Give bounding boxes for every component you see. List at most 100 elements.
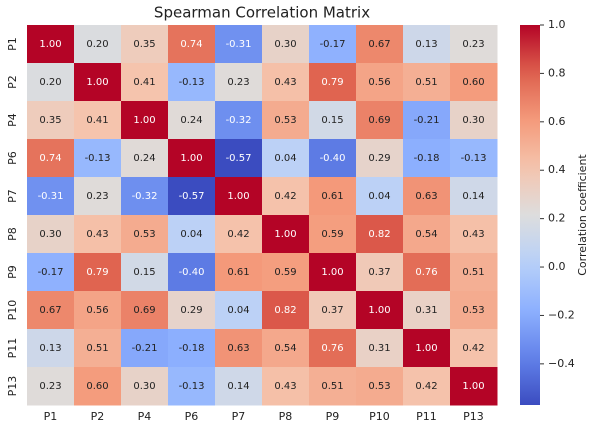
heatmap-cell: [168, 25, 216, 64]
heatmap-cell: [215, 101, 263, 140]
heatmap-cell: [74, 367, 122, 406]
heatmap-cell: [74, 177, 122, 216]
cell-label: -0.31: [226, 39, 252, 50]
cell-label: 1.00: [227, 191, 249, 202]
heatmap-cell: [74, 329, 122, 368]
heatmap-cell: [450, 101, 498, 140]
heatmap-cell: [215, 215, 263, 254]
heatmap-cell: [121, 329, 169, 368]
cell-label: -0.13: [461, 153, 487, 164]
cell-label: -0.32: [132, 191, 158, 202]
cell-label: 0.24: [133, 153, 155, 164]
cell-label: 0.63: [227, 343, 249, 354]
heatmap-cell: [450, 25, 498, 64]
heatmap-cell: [262, 291, 310, 330]
heatmap-cell: [309, 253, 357, 292]
heatmap-cell: [262, 139, 310, 178]
heatmap-cell: [309, 367, 357, 406]
cell-label: 0.42: [227, 229, 249, 240]
heatmap-cell: [450, 63, 498, 102]
cell-label: 0.23: [462, 39, 484, 50]
x-tick-label: P10: [369, 410, 390, 423]
heatmap-cell: [403, 177, 451, 216]
cell-label: 0.51: [415, 77, 437, 88]
heatmap-cell: [450, 329, 498, 368]
heatmap-cell: [309, 291, 357, 330]
heatmap-cell: [356, 367, 404, 406]
heatmap-cell: [215, 329, 263, 368]
cell-label: 0.30: [462, 115, 484, 126]
cell-label: 1.00: [180, 153, 202, 164]
x-tick-label: P2: [91, 410, 105, 423]
heatmap-cell: [74, 215, 122, 254]
x-tick-label: P8: [279, 410, 293, 423]
cell-label: 0.56: [368, 77, 390, 88]
heatmap-cell: [309, 139, 357, 178]
heatmap-cell: [168, 63, 216, 102]
heatmap-cell: [356, 139, 404, 178]
cell-label: 0.42: [274, 191, 296, 202]
cell-label: 0.29: [180, 305, 202, 316]
y-tick-label: P8: [6, 227, 19, 241]
heatmap-cell: [168, 177, 216, 216]
x-tick-label: P13: [463, 410, 484, 423]
cell-label: 1.00: [462, 381, 484, 392]
cell-label: 0.43: [462, 229, 484, 240]
heatmap-cell: [262, 25, 310, 64]
heatmap-cell: [450, 291, 498, 330]
x-tick-label: P11: [416, 410, 437, 423]
cell-label: 0.13: [39, 343, 61, 354]
heatmap-cell: [74, 101, 122, 140]
heatmap-cell: [215, 63, 263, 102]
cell-label: 0.59: [274, 267, 296, 278]
cell-label: 1.00: [133, 115, 155, 126]
heatmap-cell: [309, 329, 357, 368]
heatmap-cell: [215, 177, 263, 216]
cell-label: 0.30: [39, 229, 61, 240]
heatmap-cell: [403, 367, 451, 406]
heatmap-cell: [121, 25, 169, 64]
y-tick-label: P11: [6, 338, 19, 359]
cell-label: -0.13: [85, 153, 111, 164]
cell-label: 0.53: [368, 381, 390, 392]
cell-label: 0.43: [274, 77, 296, 88]
y-tick-label: P7: [6, 189, 19, 203]
x-tick-label: P1: [44, 410, 58, 423]
heatmap-cell: [74, 63, 122, 102]
heatmap-cell: [403, 101, 451, 140]
heatmap-cell: [168, 101, 216, 140]
cell-label: 0.79: [86, 267, 108, 278]
y-tick-label: P4: [6, 113, 19, 127]
heatmap-cell: [121, 177, 169, 216]
heatmap-cell: [27, 215, 75, 254]
cell-label: 0.54: [415, 229, 437, 240]
y-tick-label: P1: [6, 37, 19, 51]
heatmap-cell: [356, 291, 404, 330]
cell-label: 0.23: [227, 77, 249, 88]
heatmap-cell: [403, 215, 451, 254]
heatmap-cell: [403, 291, 451, 330]
x-tick-label: P6: [185, 410, 199, 423]
cell-label: 0.04: [274, 153, 296, 164]
cell-label: 0.69: [133, 305, 155, 316]
cell-label: 0.41: [86, 115, 108, 126]
cell-label: 0.69: [368, 115, 390, 126]
cell-label: 0.30: [133, 381, 155, 392]
heatmap-cell: [121, 101, 169, 140]
heatmap-cell: [27, 25, 75, 64]
x-tick-label: P4: [138, 410, 152, 423]
x-tick-label: P7: [232, 410, 246, 423]
cell-label: -0.32: [226, 115, 252, 126]
cell-label: -0.13: [179, 381, 205, 392]
heatmap-cell: [262, 215, 310, 254]
heatmap-cell: [168, 291, 216, 330]
heatmap-cell: [403, 253, 451, 292]
cell-label: 0.35: [39, 115, 61, 126]
heatmap-cell: [450, 177, 498, 216]
cell-label: 0.53: [133, 229, 155, 240]
cell-label: 0.41: [133, 77, 155, 88]
heatmap-cell: [262, 367, 310, 406]
heatmap-cell: [403, 25, 451, 64]
cell-label: 0.43: [86, 229, 108, 240]
